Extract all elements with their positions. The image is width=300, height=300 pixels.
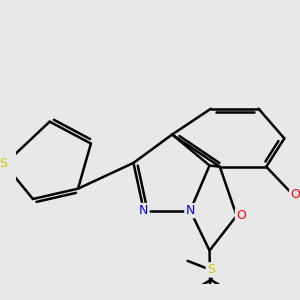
Text: S: S: [0, 157, 7, 170]
Text: S: S: [207, 263, 215, 276]
Text: N: N: [139, 204, 148, 217]
Text: N: N: [185, 204, 195, 217]
Text: O: O: [236, 209, 246, 222]
Text: O: O: [290, 188, 300, 201]
